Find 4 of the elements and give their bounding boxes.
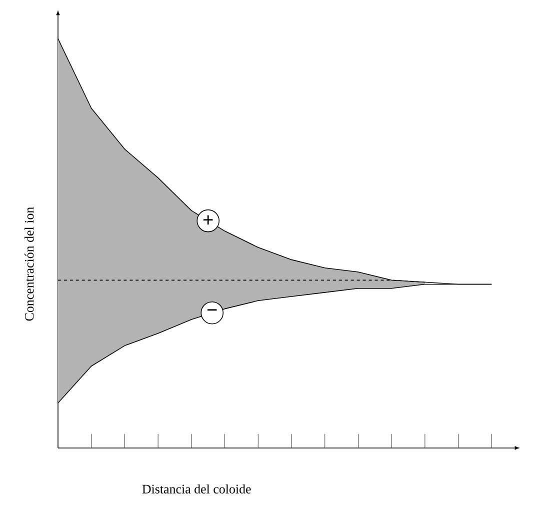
- annotation: −: [207, 309, 217, 311]
- y-axis-title: Concentración del ion: [24, 207, 34, 321]
- annotation: +: [203, 215, 213, 224]
- x-axis-title: Distancia del coloide: [142, 484, 251, 494]
